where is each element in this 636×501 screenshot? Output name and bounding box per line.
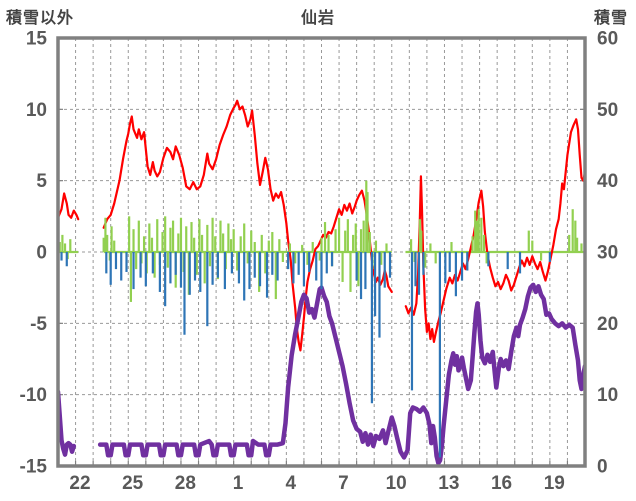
- left-axis-tick-label: 15: [26, 29, 48, 50]
- purple-line: [58, 282, 585, 466]
- x-axis-tick-label: 16: [491, 473, 512, 494]
- left-axis-tick-label: -10: [20, 385, 47, 406]
- right-axis-tick-label: 30: [597, 243, 618, 264]
- right-axis-tick-label: 60: [597, 29, 618, 50]
- left-axis-title: 積雪以外: [6, 10, 75, 27]
- right-axis-tick-label: 50: [597, 100, 618, 121]
- left-axis-tick-label: 0: [36, 243, 47, 264]
- left-axis-tick-label: 10: [26, 100, 47, 121]
- chart-title: 仙岩: [300, 10, 335, 27]
- gridlines: [58, 38, 585, 466]
- left-axis-tick-label: -5: [30, 314, 47, 335]
- left-axis-tick-label: 5: [36, 171, 47, 192]
- right-axis-tick-label: 0: [597, 457, 608, 478]
- right-axis-tick-label: 20: [597, 314, 618, 335]
- right-axis-tick-label: 10: [597, 385, 618, 406]
- x-axis-tick-label: 19: [544, 473, 565, 494]
- blue-bars: [60, 252, 551, 458]
- left-axis-tick-label: -15: [20, 457, 48, 478]
- x-axis-tick-label: 1: [233, 473, 244, 494]
- right-axis-tick-label: 40: [597, 171, 618, 192]
- x-axis-tick-label: 13: [438, 473, 459, 494]
- x-axis-tick-label: 7: [338, 473, 349, 494]
- x-axis-tick-label: 25: [122, 473, 144, 494]
- x-axis-tick-label: 10: [386, 473, 407, 494]
- x-axis-tick-label: 4: [285, 473, 296, 494]
- x-axis-tick-label: 22: [69, 473, 90, 494]
- plot-border: [56, 36, 587, 468]
- right-axis-title: 積雪: [593, 10, 628, 27]
- red-line: [58, 99, 585, 352]
- x-axis-tick-label: 28: [175, 473, 196, 494]
